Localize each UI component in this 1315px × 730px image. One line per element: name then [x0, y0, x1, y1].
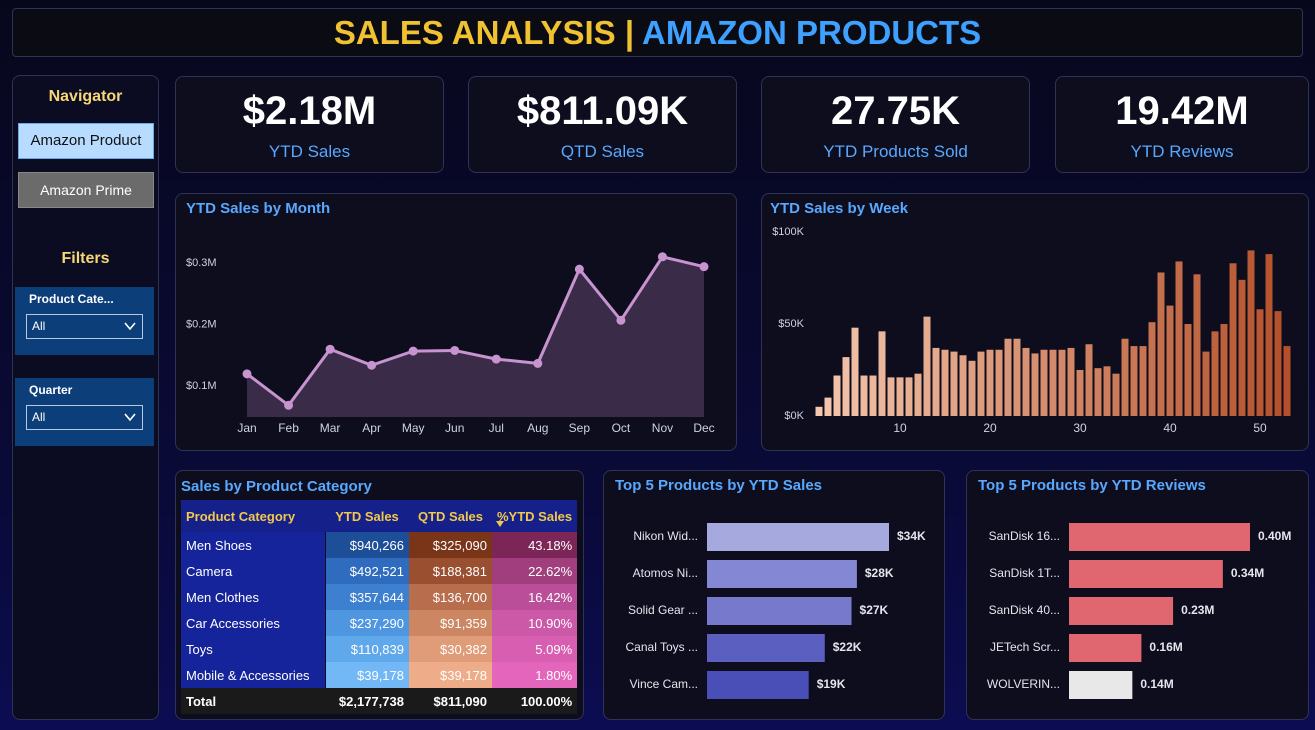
title-separator: |	[624, 14, 635, 51]
total-cell: Total	[181, 688, 325, 714]
total-cell: 100.00%	[492, 688, 578, 714]
table-row: Mobile & Accessories $39,178 $39,178 1.80%	[181, 662, 578, 688]
chart-panel	[761, 193, 1309, 451]
kpi-value: $2.18M	[242, 89, 377, 133]
table-cell: 10.90%	[492, 610, 578, 636]
dropdown[interactable]: All	[26, 314, 143, 339]
table-cell: Car Accessories	[181, 610, 326, 636]
chevron	[124, 322, 136, 331]
filter: Quarter All	[15, 378, 154, 446]
total-row: Total $2,177,738 $811,090 100.00%	[181, 688, 578, 714]
table-cell: $91,359	[409, 610, 492, 636]
table-cell: Mobile & Accessories	[181, 662, 326, 688]
table-cell: $492,521	[325, 558, 409, 584]
chart-panel	[603, 470, 945, 720]
kpi-label: YTD Reviews	[1130, 142, 1234, 161]
table-cell: Men Shoes	[181, 532, 326, 558]
table-cell: $357,644	[325, 584, 409, 610]
table-cell: $39,178	[409, 662, 492, 688]
header-row: Product Category YTD Sales QTD Sales %YTD S…	[181, 500, 578, 532]
table-cell: $39,178	[325, 662, 409, 688]
table-cell: Toys	[181, 636, 326, 662]
title-left: SALES ANALYSIS	[333, 14, 616, 51]
kpi-card: $2.18M YTD Sales	[175, 76, 444, 173]
kpi-label: YTD Sales	[268, 142, 351, 161]
filter: Product Cate... All	[15, 287, 154, 355]
table-row: Car Accessories $237,290 $91,359 10.90%	[181, 610, 578, 636]
column-header: Product Category	[181, 500, 325, 532]
kpi-value: $811.09K	[516, 89, 689, 133]
column-header: YTD Sales	[325, 500, 409, 532]
dropdown[interactable]: All	[26, 405, 143, 430]
table-cell: $188,381	[409, 558, 492, 584]
table-cell: 22.62%	[492, 558, 578, 584]
table-cell: 1.80%	[492, 662, 578, 688]
table-cell: $940,266	[325, 532, 409, 558]
dropdown-value: All	[32, 410, 46, 424]
dropdown-value: All	[32, 319, 46, 333]
navigator-panel: Navigator Amazon Product Amazon Prime Fi…	[12, 75, 159, 720]
chevron	[124, 413, 136, 422]
sort-arrow	[496, 521, 504, 527]
nav-button[interactable]: Amazon Prime	[18, 172, 154, 208]
table-cell: 5.09%	[492, 636, 578, 662]
filter-label: Quarter	[29, 383, 73, 397]
column-header: %YTD Sales	[492, 500, 578, 532]
title-right: AMAZON PRODUCTS	[642, 14, 982, 51]
table-cell: $237,290	[325, 610, 409, 636]
column-header: QTD Sales	[409, 500, 492, 532]
kpi-label: YTD Products Sold	[823, 142, 968, 161]
kpi-card: 19.42M YTD Reviews	[1055, 76, 1309, 173]
nav-button[interactable]: Amazon Product	[18, 123, 154, 159]
filter-label: Product Cate...	[29, 292, 114, 306]
kpi-card: 27.75K YTD Products Sold	[761, 76, 1030, 173]
filters-title: Filters	[61, 250, 110, 267]
table-title: Sales by Product Category	[181, 478, 372, 495]
navigator-title: Navigator	[48, 88, 123, 105]
table-row: Men Shoes $940,266 $325,090 43.18%	[181, 532, 578, 558]
table-cell: $136,700	[409, 584, 492, 610]
kpi-value: 19.42M	[1115, 89, 1249, 133]
kpi-value: 27.75K	[831, 89, 960, 133]
table-cell: $110,839	[325, 636, 409, 662]
table-cell: $30,382	[409, 636, 492, 662]
category-table: Product Category YTD Sales QTD Sales %YTD S…	[181, 500, 578, 714]
chart-panel	[175, 193, 737, 451]
table-cell: Camera	[181, 558, 326, 584]
table-cell: 43.18%	[492, 532, 578, 558]
table-cell: 16.42%	[492, 584, 578, 610]
chart-panel	[966, 470, 1309, 720]
kpi-card: $811.09K QTD Sales	[468, 76, 737, 173]
header: SALES ANALYSIS | AMAZON PRODUCTS	[12, 8, 1303, 57]
table-row: Camera $492,521 $188,381 22.62%	[181, 558, 578, 584]
table-row: Men Clothes $357,644 $136,700 16.42%	[181, 584, 578, 610]
table-row: Toys $110,839 $30,382 5.09%	[181, 636, 578, 662]
total-cell: $811,090	[409, 688, 492, 714]
table-cell: $325,090	[409, 532, 492, 558]
total-cell: $2,177,738	[325, 688, 409, 714]
table-cell: Men Clothes	[181, 584, 326, 610]
kpi-label: QTD Sales	[560, 142, 645, 161]
